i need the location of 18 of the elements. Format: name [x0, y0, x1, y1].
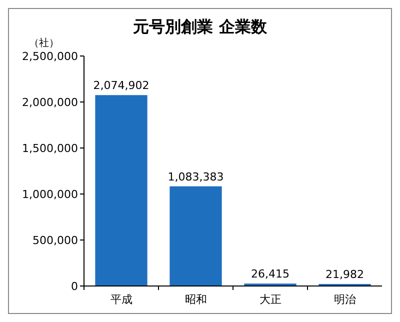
y-tick-label: 500,000 [32, 234, 78, 247]
x-tick-label: 昭和 [184, 293, 207, 306]
data-label: 1,083,383 [168, 170, 224, 184]
y-tick-label: 2,500,000 [22, 50, 78, 63]
data-label: 2,074,902 [93, 79, 150, 92]
x-tick-label: 明治 [334, 293, 356, 306]
x-tick-label: 平成 [110, 293, 132, 306]
y-tick-label: 2,000,000 [22, 96, 78, 109]
bar [170, 186, 222, 286]
y-axis-title: （社） [29, 37, 59, 49]
y-tick-label: 0 [71, 280, 78, 293]
chart-title: 元号別創業 企業数 [132, 17, 268, 36]
data-label: 21,982 [326, 268, 364, 281]
data-label: 26,415 [251, 268, 290, 281]
y-tick-label: 1,500,000 [22, 142, 78, 155]
x-tick-label: 大正 [259, 293, 282, 306]
y-tick-label: 1,000,000 [22, 188, 78, 201]
bar [95, 95, 148, 286]
